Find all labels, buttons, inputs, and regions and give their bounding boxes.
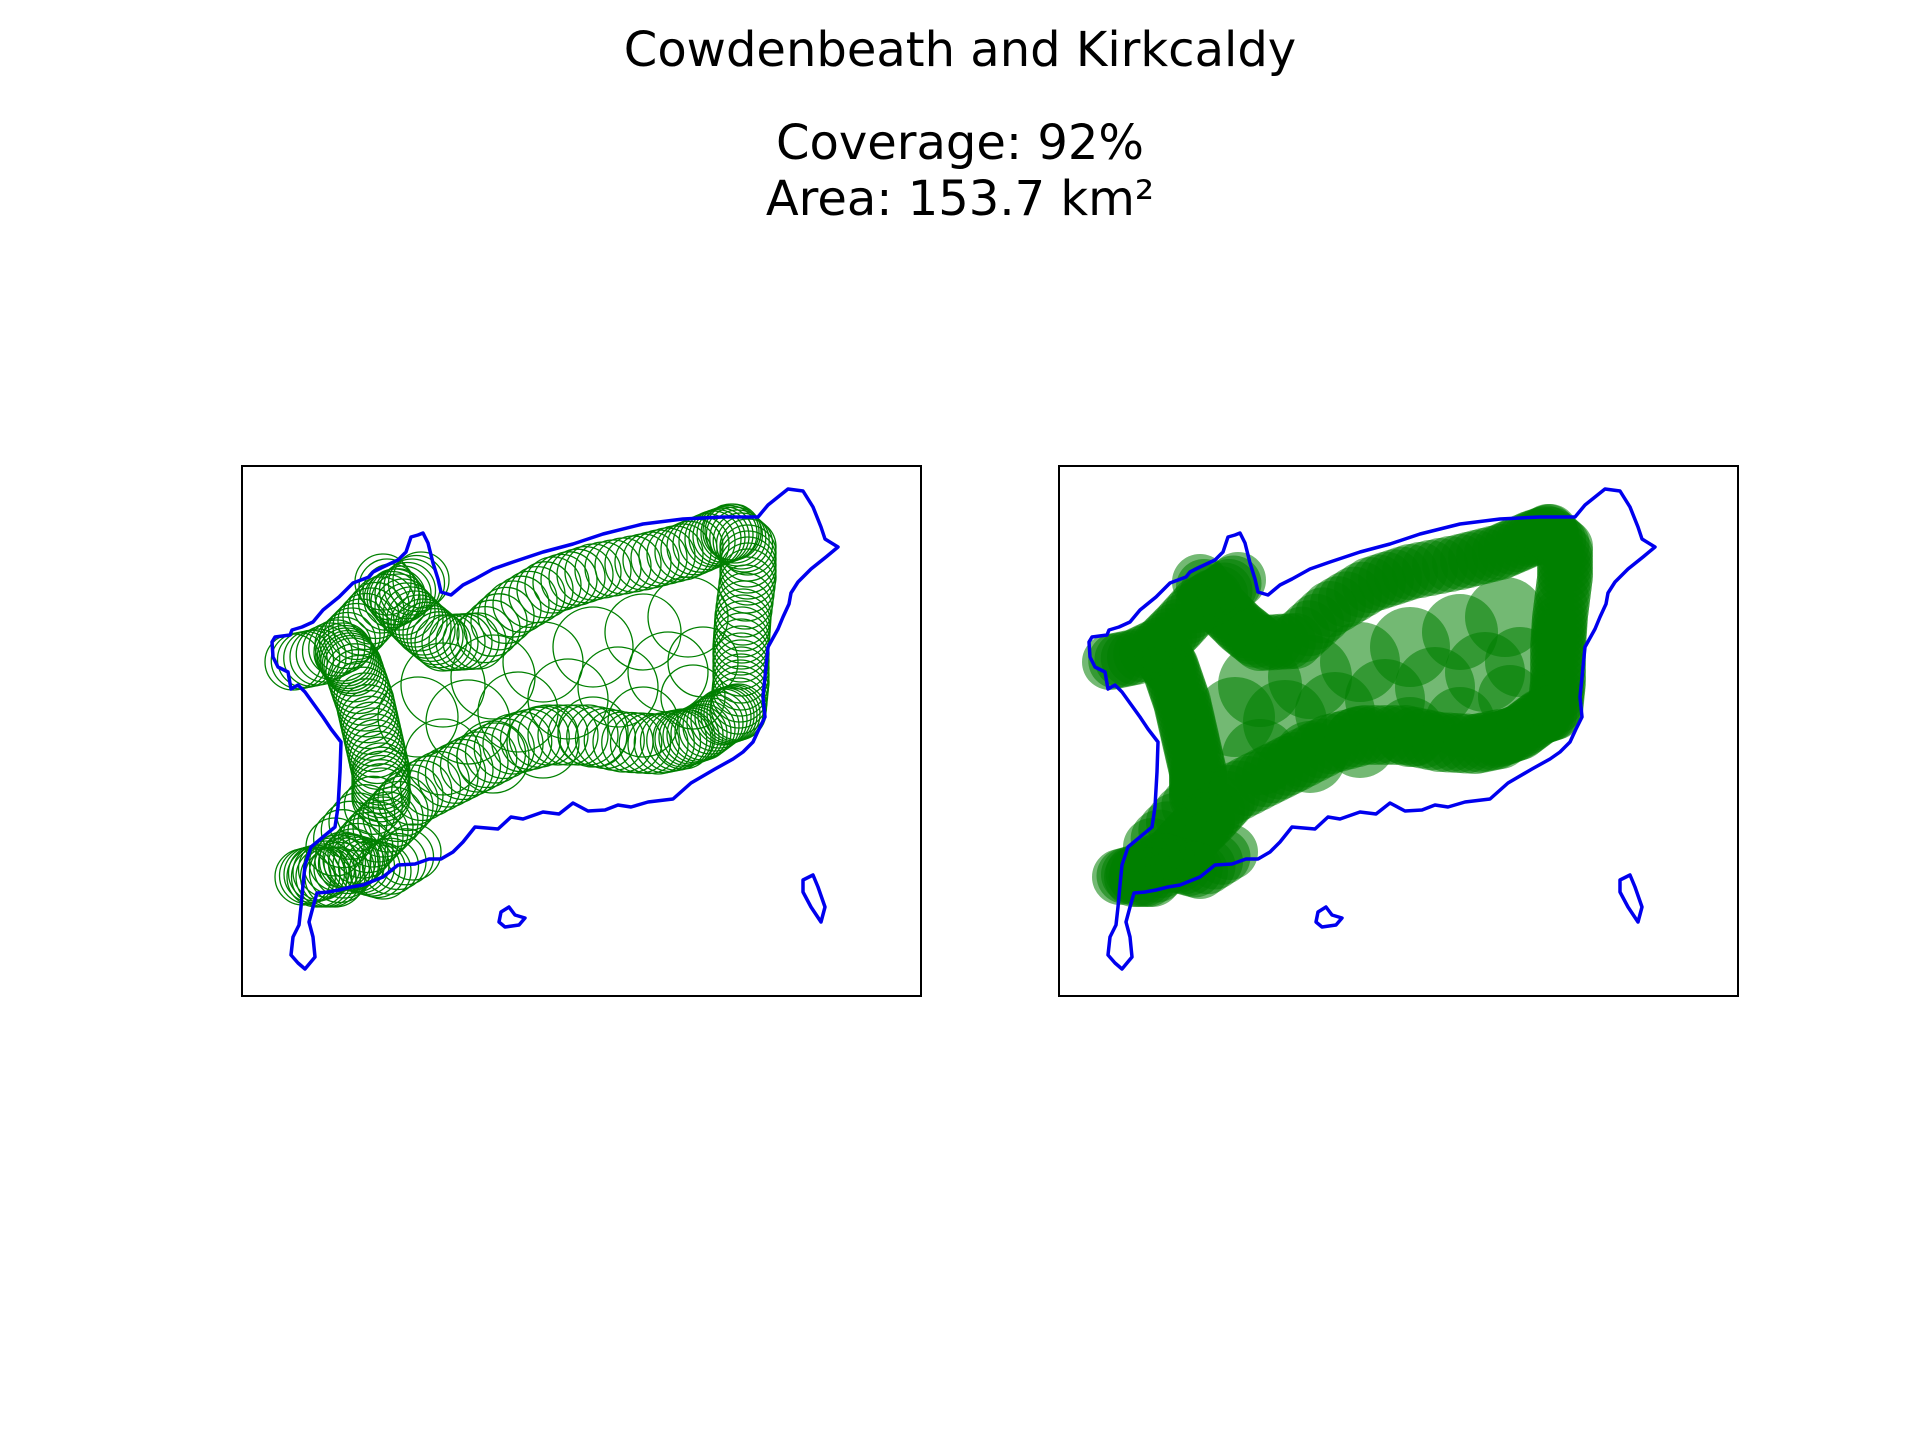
coverage-circle [702, 503, 760, 561]
coverage-circle [547, 704, 609, 766]
coverage-circle [327, 602, 386, 661]
coverage-circle [333, 666, 393, 726]
coverage-circle [425, 679, 511, 765]
coverage-circle [552, 606, 634, 688]
coverage-circle [647, 576, 729, 658]
coverage-circle [308, 841, 371, 904]
coverage-circles [264, 503, 777, 908]
coverage-circle [342, 806, 404, 868]
coverage-circle [343, 839, 401, 897]
coverage-circle [463, 599, 521, 657]
coverage-circle [618, 712, 680, 775]
coverage-circle [439, 735, 502, 797]
coverage-circle [638, 527, 696, 585]
coverage-circle [627, 631, 709, 713]
coverage-circle [1202, 824, 1258, 880]
coverage-circle [1210, 552, 1266, 608]
coverage-circle [601, 711, 663, 774]
coverage-circle [607, 686, 679, 758]
coverage-circle [700, 504, 758, 563]
coverage-circle [337, 592, 395, 651]
coverage-circle [557, 696, 629, 768]
coverage-circle [400, 642, 486, 728]
coverage-circle [537, 704, 599, 766]
constituency-boundary [270, 487, 840, 971]
coverage-circle [660, 664, 726, 730]
coverage-map-filled [1082, 487, 1657, 971]
coverage-circle [313, 622, 373, 682]
coverage-circle [406, 607, 464, 666]
coverage-circle [477, 671, 559, 753]
coverage-circle [384, 823, 442, 881]
island-boundary [1314, 905, 1344, 929]
coverage-circle [646, 525, 704, 583]
coverage-circle [308, 619, 366, 677]
coverage-circle [456, 720, 530, 794]
coverage-circle [399, 755, 462, 817]
coverage-circle [667, 626, 739, 698]
coverage-circle [376, 828, 435, 886]
coverage-circle [392, 551, 450, 609]
coverage-circle [283, 629, 341, 687]
area-text: Area: 153.7 km² [765, 171, 1155, 227]
coverage-map-outlines [264, 487, 840, 971]
coverage-circle [332, 836, 390, 894]
coverage-text: Coverage: 92% [775, 115, 1145, 171]
coverage-circle [387, 554, 446, 613]
coverage-circle [354, 842, 412, 900]
coverage-circle [556, 545, 614, 604]
figure-title: Cowdenbeath and Kirkcaldy [623, 22, 1297, 78]
coverage-circle [682, 697, 740, 755]
coverage-circle [666, 706, 724, 764]
island-boundary [497, 905, 527, 929]
coverage-circle [417, 746, 479, 808]
coverage-circle [506, 705, 580, 779]
coverage-circle [499, 708, 562, 771]
coverage-circle [374, 565, 432, 623]
coverage-circle [404, 718, 482, 796]
coverage-circle [361, 837, 420, 895]
island-boundary [801, 873, 827, 924]
map-panel-outline-circles [241, 465, 922, 997]
coverage-circle [368, 568, 427, 626]
coverage-circle [527, 658, 609, 740]
coverage-circle [343, 775, 403, 835]
coverage-circle [630, 529, 688, 587]
coverage-circle [1222, 719, 1298, 795]
constituency-boundary [1087, 487, 1657, 971]
coverage-circle [301, 622, 360, 680]
coverage-circle [622, 531, 680, 589]
coverage-circle [502, 621, 584, 703]
coverage-circle [323, 607, 381, 665]
coverage-circle [347, 581, 405, 640]
coverage-circle [1425, 687, 1495, 757]
coverage-circle [470, 593, 528, 651]
coverage-circles [1082, 504, 1593, 907]
coverage-circle [627, 713, 689, 775]
coverage-circle [378, 561, 437, 620]
coverage-circle [516, 561, 574, 619]
coverage-circle [604, 593, 682, 671]
coverage-circle [363, 570, 421, 629]
map-panel-filled-coverage [1058, 465, 1739, 997]
coverage-circle [604, 535, 662, 593]
coverage-circle [391, 759, 453, 822]
coverage-circle [1478, 665, 1542, 729]
coverage-circle [450, 634, 536, 720]
coverage-circle [577, 646, 659, 728]
island-boundary [1618, 873, 1644, 924]
coverage-circle [377, 676, 459, 758]
